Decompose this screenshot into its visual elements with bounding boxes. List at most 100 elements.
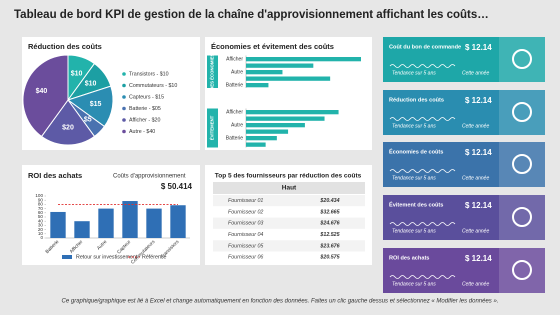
table-row xyxy=(213,206,365,218)
kpi-card xyxy=(383,248,545,293)
table-row xyxy=(213,251,365,263)
legend-swatch xyxy=(122,106,126,111)
card-title: ROI des achats xyxy=(389,255,429,261)
card-trend: Tendance sur 5 ans xyxy=(392,123,436,129)
category-label: Autre xyxy=(231,70,243,76)
icon xyxy=(512,260,532,280)
kpi-card xyxy=(383,142,545,187)
bar xyxy=(74,221,90,238)
category-label: Batterie xyxy=(226,136,243,142)
group-band xyxy=(207,108,218,148)
card-trend: Tendance sur 5 ans xyxy=(392,70,436,76)
card-value: $ 12.14 xyxy=(465,254,492,263)
page-title: Tableau de bord KPI de gestion de la cha… xyxy=(14,9,489,21)
category-label: Batterie xyxy=(226,83,243,89)
y-tick-label: 70 xyxy=(38,206,44,211)
card-value: $ 12.14 xyxy=(465,43,492,52)
card-period: Cette année xyxy=(462,175,489,181)
group-band xyxy=(207,55,218,88)
table-cell: $24.676 xyxy=(319,221,339,227)
table-cell: Fournisseur 02 xyxy=(228,209,263,215)
table-cell: $12.525 xyxy=(319,232,340,238)
card-trend: Tendance sur 5 ans xyxy=(392,281,436,287)
y-tick-label: 80 xyxy=(38,202,44,207)
group-label: DES ÉCONOMIES xyxy=(210,53,215,89)
y-tick-label: 60 xyxy=(38,210,44,215)
kpi-card xyxy=(383,37,545,82)
legend-swatch xyxy=(122,118,126,122)
bar xyxy=(98,208,114,238)
legend-swatch xyxy=(122,83,126,88)
card-value: $ 12.14 xyxy=(465,96,492,105)
legend-swatch xyxy=(62,255,72,259)
chart-title: Économies et évitement des coûts xyxy=(211,42,334,51)
legend-label: Autre - $40 xyxy=(129,129,155,135)
bar xyxy=(246,116,325,121)
icon xyxy=(512,49,532,69)
table-cell: Fournisseur 05 xyxy=(228,243,263,249)
y-tick-label: 90 xyxy=(38,197,44,202)
icon xyxy=(512,207,532,227)
card-period: Cette année xyxy=(462,70,489,76)
card-title: Économies de coûts xyxy=(389,147,443,155)
card-period: Cette année xyxy=(462,281,489,287)
table-cell: Fournisseur 03 xyxy=(228,221,263,227)
slice-label: $20 xyxy=(62,125,74,132)
icon-area xyxy=(499,142,545,187)
table-header-bg xyxy=(213,182,365,194)
legend-swatch xyxy=(122,72,126,76)
bar xyxy=(246,63,314,68)
bar xyxy=(122,201,138,238)
kpi-card xyxy=(383,195,545,240)
trend-line xyxy=(389,222,456,226)
bar xyxy=(170,205,186,238)
legend-label: Batterie - $05 xyxy=(129,106,161,112)
card-period: Cette année xyxy=(462,123,489,129)
icon xyxy=(512,102,532,122)
trend-line xyxy=(389,169,456,173)
bar xyxy=(146,208,162,238)
footer: Ce graphique/graphique est lié à Excel e… xyxy=(62,299,499,305)
card-title: Réduction des coûts xyxy=(389,97,444,103)
legend-label: Afficher - $20 xyxy=(129,117,160,123)
kpi-card xyxy=(383,90,545,135)
slice-label: $10 xyxy=(85,80,97,87)
table-cell: $32.665 xyxy=(319,209,340,215)
pie-slice xyxy=(40,99,96,146)
icon-area xyxy=(499,248,545,293)
y-tick-label: 50 xyxy=(38,214,44,219)
table-header: Haut xyxy=(282,185,297,192)
card-title: Évitement des coûts xyxy=(389,200,443,208)
bar xyxy=(246,70,283,75)
chart-title: Réduction des coûts xyxy=(28,42,102,51)
bar xyxy=(246,110,339,115)
table-cell: Fournisseur 06 xyxy=(228,255,263,261)
icon-area xyxy=(499,37,545,82)
table-cell: Fournisseur 01 xyxy=(228,198,263,204)
icon-area xyxy=(499,195,545,240)
table-cell: Fournisseur 04 xyxy=(228,232,263,238)
y-tick-label: 40 xyxy=(38,218,44,223)
chart-total: $ 50.414 xyxy=(161,182,193,191)
legend-label: Capteurs - $15 xyxy=(129,94,164,100)
card-title: Coût du bon de commande xyxy=(389,44,461,50)
bar xyxy=(246,57,361,62)
legend-swatch xyxy=(122,95,126,99)
y-tick-label: 30 xyxy=(38,223,44,228)
slice-label: $15 xyxy=(90,101,102,108)
card-value: $ 12.14 xyxy=(465,201,492,210)
y-tick-label: 10 xyxy=(38,231,44,236)
trend-line xyxy=(389,64,456,68)
chart-subtitle: Coûts d'approvisionnement xyxy=(113,174,186,180)
category-label: Autre xyxy=(231,123,243,129)
table-cell: $20.434 xyxy=(319,198,339,204)
icon xyxy=(512,154,532,174)
card-period: Cette année xyxy=(462,228,489,234)
table-cell: $20.575 xyxy=(319,255,340,261)
legend-swatch xyxy=(122,129,126,134)
icon-area xyxy=(499,90,545,135)
slice-label: $10 xyxy=(71,70,83,77)
card-trend: Tendance sur 5 ans xyxy=(392,175,436,181)
legend-label: Commutateurs - $10 xyxy=(129,83,177,89)
